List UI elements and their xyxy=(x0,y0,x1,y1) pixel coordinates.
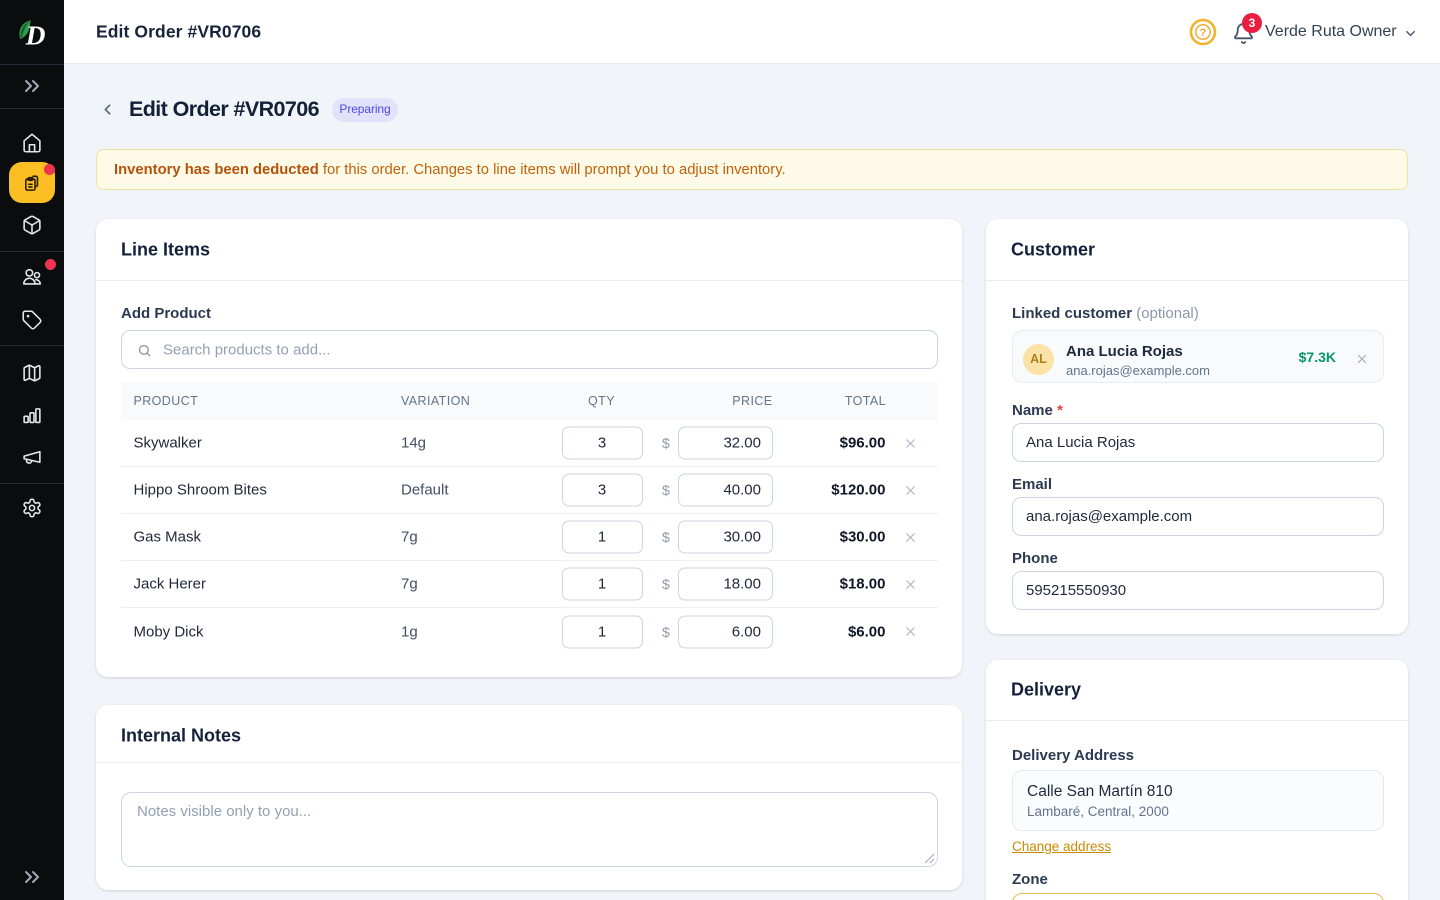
svg-text:?: ? xyxy=(1200,27,1207,39)
svg-text:D: D xyxy=(25,20,46,51)
